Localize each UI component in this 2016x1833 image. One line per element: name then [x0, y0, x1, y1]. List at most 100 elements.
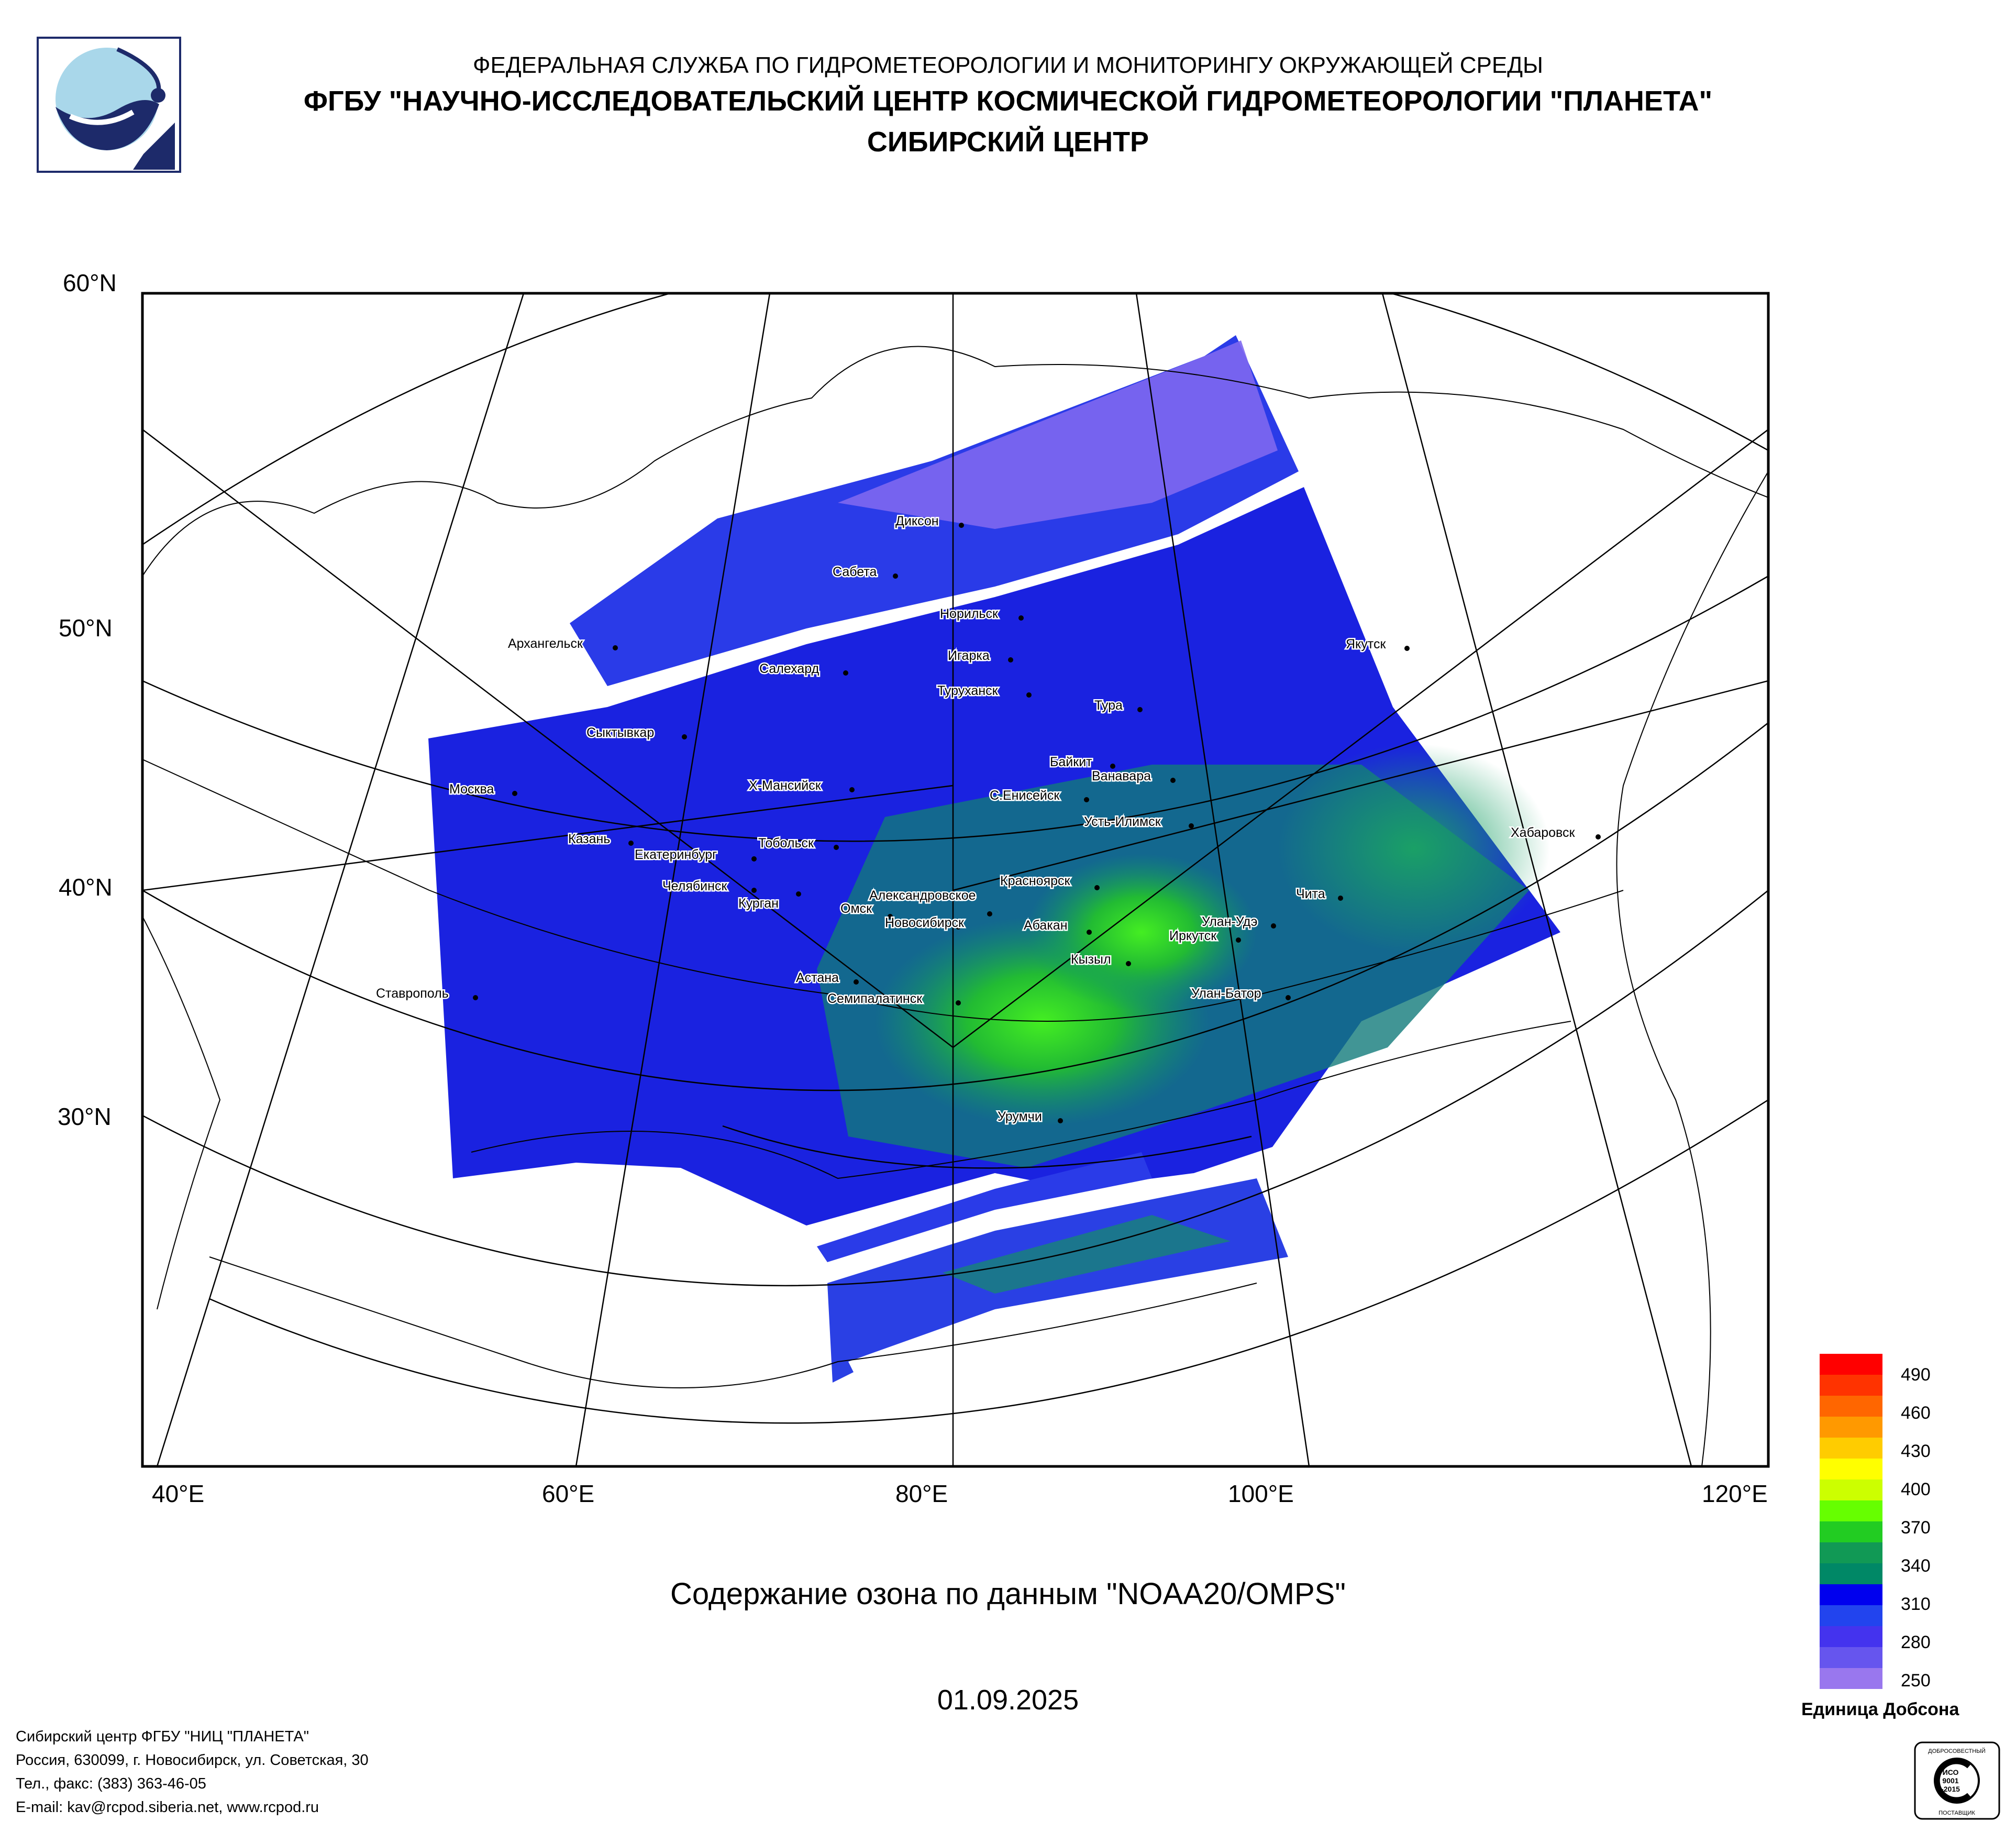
city-tobolsk: Тобольск	[758, 836, 814, 851]
city-novosibirsk: Новосибирск	[885, 915, 965, 930]
map-content: Диксон Сабета Норильск Игарка Архангельс…	[142, 293, 1768, 1466]
lon-label-80: 80°E	[895, 1480, 948, 1507]
cert-top-text: ДОБРОСОВЕСТНЫЙ	[1928, 1748, 1986, 1754]
city-stavropol: Ставрополь	[376, 986, 449, 1001]
city-yekaterinburg: Екатеринбург	[635, 847, 717, 862]
meridian-40	[156, 293, 525, 1466]
color-scale-bar	[1820, 1354, 1882, 1689]
city-dot-astana	[854, 979, 859, 985]
city-urumqi: Урумчи	[998, 1109, 1042, 1124]
ozone-moderate-south	[943, 1215, 1231, 1294]
meridian-4	[952, 680, 1768, 891]
city-turukhansk: Туруханск	[937, 683, 999, 698]
city-kazan: Казань	[568, 832, 610, 846]
city-dot-ust-ilimsk	[1189, 823, 1194, 829]
city-khanty-mansiysk: Х-Мансийск	[749, 778, 822, 793]
lat-label-40: 40°N	[59, 874, 113, 901]
meridian-3	[952, 429, 1768, 1048]
lat-label-30: 30°N	[58, 1103, 112, 1130]
city-dot-stavropol	[473, 995, 478, 1000]
logo-emblem	[56, 47, 175, 170]
city-dot-ulan-bator	[1286, 995, 1291, 1000]
lon-label-120: 120°E	[1702, 1480, 1768, 1507]
meridian-60	[575, 293, 771, 1466]
city-dikson: Диксон	[895, 514, 939, 528]
city-chita: Чита	[1296, 887, 1325, 901]
city-dot-norilsk	[1018, 615, 1024, 621]
map-frame	[141, 292, 1770, 1468]
city-dot-tura	[1137, 707, 1143, 712]
coastlines	[142, 346, 1768, 1466]
legend-unit: Единица Добсона	[1801, 1699, 1959, 1719]
city-dot-khanty-mansiysk	[849, 787, 855, 792]
city-kurgan: Курган	[738, 896, 779, 911]
city-dot-salekhard	[843, 670, 848, 676]
header-center: СИБИРСКИЙ ЦЕНТР	[867, 126, 1149, 158]
city-astana: Астана	[796, 970, 839, 985]
city-semipalatinsk: Семипалатинск	[827, 991, 923, 1006]
city-abakan: Абакан	[1024, 918, 1068, 933]
iso-certificate-badge: ДОБРОСОВЕСТНЫЙ ИСО 9001 -2015 ПОСТАВЩИК	[1914, 1741, 2000, 1820]
city-dot-kyzyl	[1126, 961, 1131, 966]
city-dot-kurgan	[796, 891, 801, 897]
city-dot-arkhangelsk	[613, 645, 618, 650]
ozone-swath-south-1	[817, 1152, 1152, 1262]
legend-tick-490: 490	[1901, 1365, 1931, 1385]
footer-phone: Тел., факс: (383) 363-46-05	[16, 1775, 206, 1792]
lat-label-60: 60°N	[63, 269, 117, 296]
city-dot-ulan-ude	[1271, 923, 1276, 929]
city-dot-semipalatinsk	[956, 1000, 961, 1006]
meridian-100	[1135, 293, 1310, 1466]
city-dot-sabeta	[893, 573, 898, 579]
city-dot-krasnoyarsk	[1094, 885, 1100, 890]
border-line-3	[209, 1256, 1257, 1388]
legend-tick-460: 460	[1901, 1403, 1931, 1423]
city-dot-vanavara	[1170, 778, 1176, 783]
city-irkutsk: Иркутск	[1169, 929, 1217, 943]
meridian-1	[142, 429, 954, 1048]
city-ulan-bator: Улан-Батор	[1191, 986, 1261, 1001]
ozone-moderate-region-east	[1278, 744, 1550, 953]
cert-iso-text: ИСО	[1943, 1768, 1959, 1776]
footer-address: Россия, 630099, г. Новосибирск, ул. Сове…	[16, 1752, 369, 1769]
city-igarka: Игарка	[948, 648, 990, 663]
city-salekhard: Салехард	[759, 661, 819, 676]
city-yakutsk: Якутск	[1346, 637, 1386, 652]
city-dot-s-eniseysk	[1084, 797, 1089, 802]
city-dot-chelyabinsk	[751, 888, 757, 893]
meridian-2	[142, 785, 954, 891]
legend-tick-340: 340	[1901, 1556, 1931, 1576]
legend-tick-310: 310	[1901, 1594, 1931, 1614]
city-dot-abakan	[1087, 930, 1092, 935]
city-dot-kazan	[628, 841, 634, 846]
city-dot-igarka	[1008, 657, 1013, 662]
parallel-extra	[722, 1125, 1252, 1169]
ozone-map: Диксон Сабета Норильск Игарка Архангельс…	[141, 292, 1770, 1468]
city-dot-urumqi	[1058, 1118, 1063, 1123]
city-krasnoyarsk: Красноярск	[1000, 874, 1071, 888]
city-dot-yakutsk	[1404, 646, 1410, 651]
city-dot-baykit	[1110, 764, 1115, 769]
cert-2015-text: -2015	[1941, 1785, 1960, 1793]
city-tura: Тура	[1094, 698, 1123, 713]
pacific-coast	[1616, 471, 1768, 1466]
city-sabeta: Сабета	[833, 565, 877, 579]
border-line-2	[471, 1021, 1571, 1179]
parallel-40	[142, 722, 1768, 1091]
ozone-high-region-east	[1026, 854, 1257, 1011]
city-dot-irkutsk	[1236, 937, 1241, 943]
parallel-20	[209, 1099, 1768, 1424]
west-coast	[142, 916, 221, 1310]
legend-tick-280: 280	[1901, 1632, 1931, 1652]
city-dot-omsk	[888, 914, 893, 919]
ozone-low-region	[838, 340, 1278, 529]
city-vanavara: Ванавара	[1092, 769, 1151, 783]
city-dot-dikson	[959, 523, 964, 528]
city-omsk: Омск	[840, 901, 872, 916]
city-s-eniseysk: С.Енисейск	[990, 788, 1060, 803]
city-ulan-ude: Улан-Удэ	[1202, 914, 1257, 929]
city-dot-novosibirsk	[956, 924, 961, 930]
legend-tick-370: 370	[1901, 1518, 1931, 1538]
city-syktyvkar: Сыктывкар	[586, 725, 654, 740]
header-institute: ФГБУ "НАУЧНО-ИССЛЕДОВАТЕЛЬСКИЙ ЦЕНТР КОС…	[303, 85, 1713, 117]
